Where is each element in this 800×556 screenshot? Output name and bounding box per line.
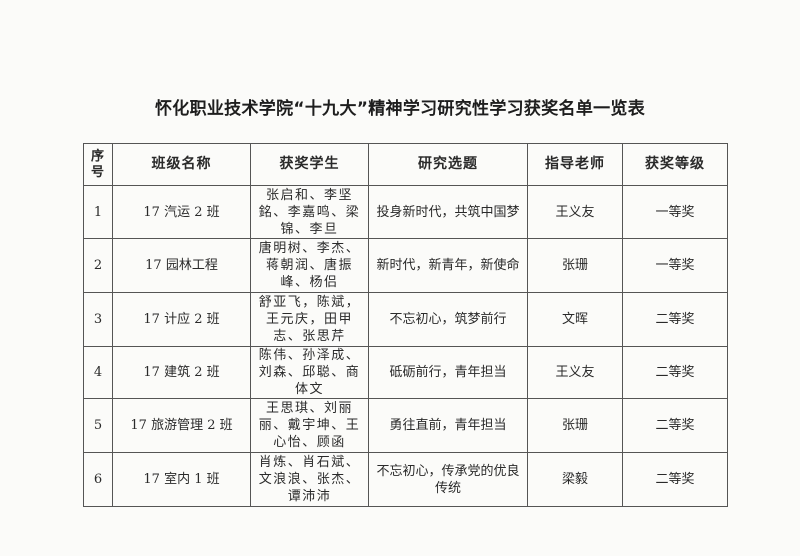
row-seq: 2 bbox=[83, 238, 113, 293]
header-class: 班级名称 bbox=[112, 143, 251, 186]
row-class: 17 汽运 2 班 bbox=[112, 185, 251, 239]
row-topic: 勇往直前，青年担当 bbox=[368, 398, 528, 453]
row-seq: 6 bbox=[83, 452, 113, 507]
row-grade: 二等奖 bbox=[622, 452, 728, 507]
row-students: 唐明树、李杰、蒋朝润、唐振峰、杨侣 bbox=[250, 238, 369, 293]
row-teacher: 王义友 bbox=[527, 185, 623, 239]
row-teacher: 梁毅 bbox=[527, 452, 623, 507]
header-topic: 研究选题 bbox=[368, 143, 528, 186]
row-topic: 投身新时代，共筑中国梦 bbox=[368, 185, 528, 239]
table-row: 3 17 计应 2 班舒亚飞，陈斌，王元庆，田甲志、张思芹 不忘初心，筑梦前行 文晖二… bbox=[83, 292, 728, 347]
header-row: 序号 班级名称 获奖学生 研究选题 指导老师 获奖等级 bbox=[83, 143, 728, 186]
row-seq: 1 bbox=[83, 185, 113, 239]
row-class: 17 园林工程 bbox=[112, 238, 251, 293]
row-grade: 一等奖 bbox=[622, 238, 728, 293]
document-title: 怀化职业技术学院“十九大”精神学习研究性学习获奖名单一览表 bbox=[154, 99, 646, 119]
row-students: 肖炼、肖石斌、文浪浪、张杰、谭沛沛 bbox=[250, 452, 369, 507]
award-table: 序号 班级名称 获奖学生 研究选题 指导老师 获奖等级 1 17 汽运 2 班张启… bbox=[83, 143, 728, 507]
header-seq: 序号 bbox=[83, 143, 113, 186]
row-class: 17 旅游管理 2 班 bbox=[112, 398, 251, 453]
row-class: 17 室内 1 班 bbox=[112, 452, 251, 507]
row-teacher: 张珊 bbox=[527, 238, 623, 293]
row-class: 17 建筑 2 班 bbox=[112, 346, 251, 399]
row-students: 陈伟、孙泽成、刘森、邱聪、商体文 bbox=[250, 346, 369, 399]
row-grade: 一等奖 bbox=[622, 185, 728, 239]
row-teacher: 文晖 bbox=[527, 292, 623, 347]
row-grade: 二等奖 bbox=[622, 346, 728, 399]
table-row: 1 17 汽运 2 班张启和、李坚銘、李嘉鸣、梁锦、李旦 投身新时代，共筑中国梦 王义… bbox=[83, 185, 728, 239]
row-seq: 3 bbox=[83, 292, 113, 347]
row-teacher: 张珊 bbox=[527, 398, 623, 453]
table-row: 5 17 旅游管理 2 班王思琪、刘丽丽、戴宇坤、王心怡、顾函 勇往直前，青年担当张… bbox=[83, 398, 728, 453]
row-topic: 砥砺前行，青年担当 bbox=[368, 346, 528, 399]
row-seq: 5 bbox=[83, 398, 113, 453]
table-row: 2 17 园林工程 唐明树、李杰、蒋朝润、唐振峰、杨侣 新时代，新青年，新使命 张珊 一等… bbox=[83, 238, 728, 293]
row-seq: 4 bbox=[83, 346, 113, 399]
row-topic: 不忘初心，筑梦前行 bbox=[368, 292, 528, 347]
row-topic: 不忘初心，传承党的优良传统 bbox=[368, 452, 528, 507]
row-students: 张启和、李坚銘、李嘉鸣、梁锦、李旦 bbox=[250, 185, 369, 239]
table-row: 4 17 建筑 2 班陈伟、孙泽成、刘森、邱聪、商体文 砥砺前行，青年担当 王义友 二等… bbox=[83, 346, 728, 399]
header-students: 获奖学生 bbox=[250, 143, 369, 186]
row-grade: 二等奖 bbox=[622, 292, 728, 347]
header-teacher: 指导老师 bbox=[527, 143, 623, 186]
row-teacher: 王义友 bbox=[527, 346, 623, 399]
row-class: 17 计应 2 班 bbox=[112, 292, 251, 347]
row-topic: 新时代，新青年，新使命 bbox=[368, 238, 528, 293]
row-students: 王思琪、刘丽丽、戴宇坤、王心怡、顾函 bbox=[250, 398, 369, 453]
header-grade: 获奖等级 bbox=[622, 143, 728, 186]
row-grade: 二等奖 bbox=[622, 398, 728, 453]
table-row: 6 17 室内 1 班肖炼、肖石斌、文浪浪、张杰、谭沛沛 不忘初心，传承党的优良传统… bbox=[83, 452, 728, 507]
row-students: 舒亚飞，陈斌，王元庆，田甲志、张思芹 bbox=[250, 292, 369, 347]
